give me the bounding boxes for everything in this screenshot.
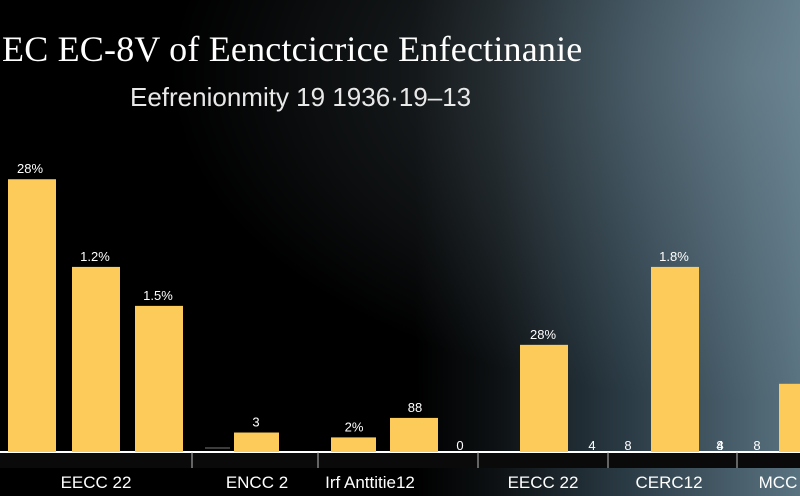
data-label: 8 bbox=[716, 438, 723, 453]
bar bbox=[390, 417, 438, 452]
data-label: 28% bbox=[17, 161, 43, 176]
category-label: EECC 22 bbox=[61, 473, 132, 492]
bar bbox=[779, 383, 800, 452]
category-label: EECC 22 bbox=[508, 473, 579, 492]
category-label: MCC bbox=[759, 473, 798, 492]
data-label: 1.8% bbox=[659, 249, 689, 264]
data-label: 3 bbox=[252, 415, 259, 430]
bar bbox=[8, 179, 56, 452]
data-label: 28% bbox=[530, 327, 556, 342]
data-label: 4 bbox=[716, 438, 723, 453]
category-label: ENCC 2 bbox=[226, 473, 288, 492]
bar bbox=[651, 266, 699, 452]
bar bbox=[234, 432, 279, 452]
data-label: 4 bbox=[588, 438, 595, 453]
data-label: 1.5% bbox=[143, 288, 173, 303]
data-label: 8 bbox=[624, 438, 631, 453]
bar bbox=[331, 437, 376, 452]
category-label: Irf Anttitie12 bbox=[325, 473, 415, 492]
bar bbox=[520, 344, 568, 452]
category-label: CERC12 bbox=[635, 473, 702, 492]
data-label: 88 bbox=[408, 400, 422, 415]
data-label: 0 bbox=[456, 438, 463, 453]
chart-subtitle: Eefrenionmity 19 1936·19–13 bbox=[130, 82, 472, 112]
chart-title: EC EC-8V of Eenctcicrice Enfectinanie bbox=[2, 29, 583, 69]
bar bbox=[72, 266, 120, 452]
bar bbox=[135, 305, 183, 452]
data-label: 2% bbox=[345, 419, 364, 434]
data-label: 8 bbox=[753, 438, 760, 453]
x-axis-band bbox=[0, 452, 800, 468]
data-label: 1.2% bbox=[80, 249, 110, 264]
